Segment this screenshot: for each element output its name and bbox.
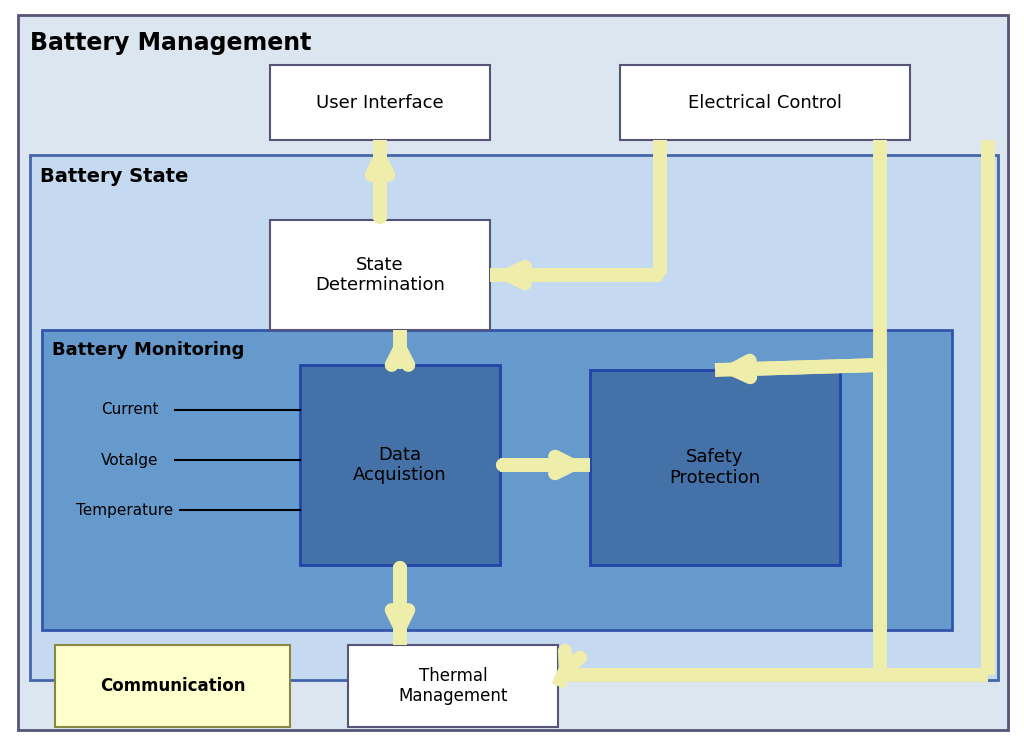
- Text: State
Determination: State Determination: [315, 255, 445, 294]
- Text: Safety
Protection: Safety Protection: [670, 448, 761, 487]
- Bar: [620, 65, 910, 140]
- Text: Battery Monitoring: Battery Monitoring: [52, 341, 245, 359]
- Bar: [55, 645, 290, 727]
- Text: Data
Acquistion: Data Acquistion: [353, 446, 446, 484]
- Bar: [590, 370, 840, 565]
- Text: Electrical Control: Electrical Control: [688, 93, 842, 111]
- Bar: [42, 330, 952, 630]
- Text: Battery State: Battery State: [40, 167, 188, 187]
- Text: User Interface: User Interface: [316, 93, 443, 111]
- Text: Votalge: Votalge: [101, 453, 159, 468]
- Bar: [348, 645, 558, 727]
- Text: Communication: Communication: [99, 677, 246, 695]
- Text: Thermal
Management: Thermal Management: [398, 666, 508, 705]
- Bar: [300, 365, 500, 565]
- Text: Temperature: Temperature: [77, 503, 174, 518]
- Bar: [270, 220, 490, 330]
- Bar: [270, 65, 490, 140]
- Bar: [30, 155, 998, 680]
- Text: Battery Management: Battery Management: [30, 31, 311, 55]
- Text: Current: Current: [101, 403, 159, 418]
